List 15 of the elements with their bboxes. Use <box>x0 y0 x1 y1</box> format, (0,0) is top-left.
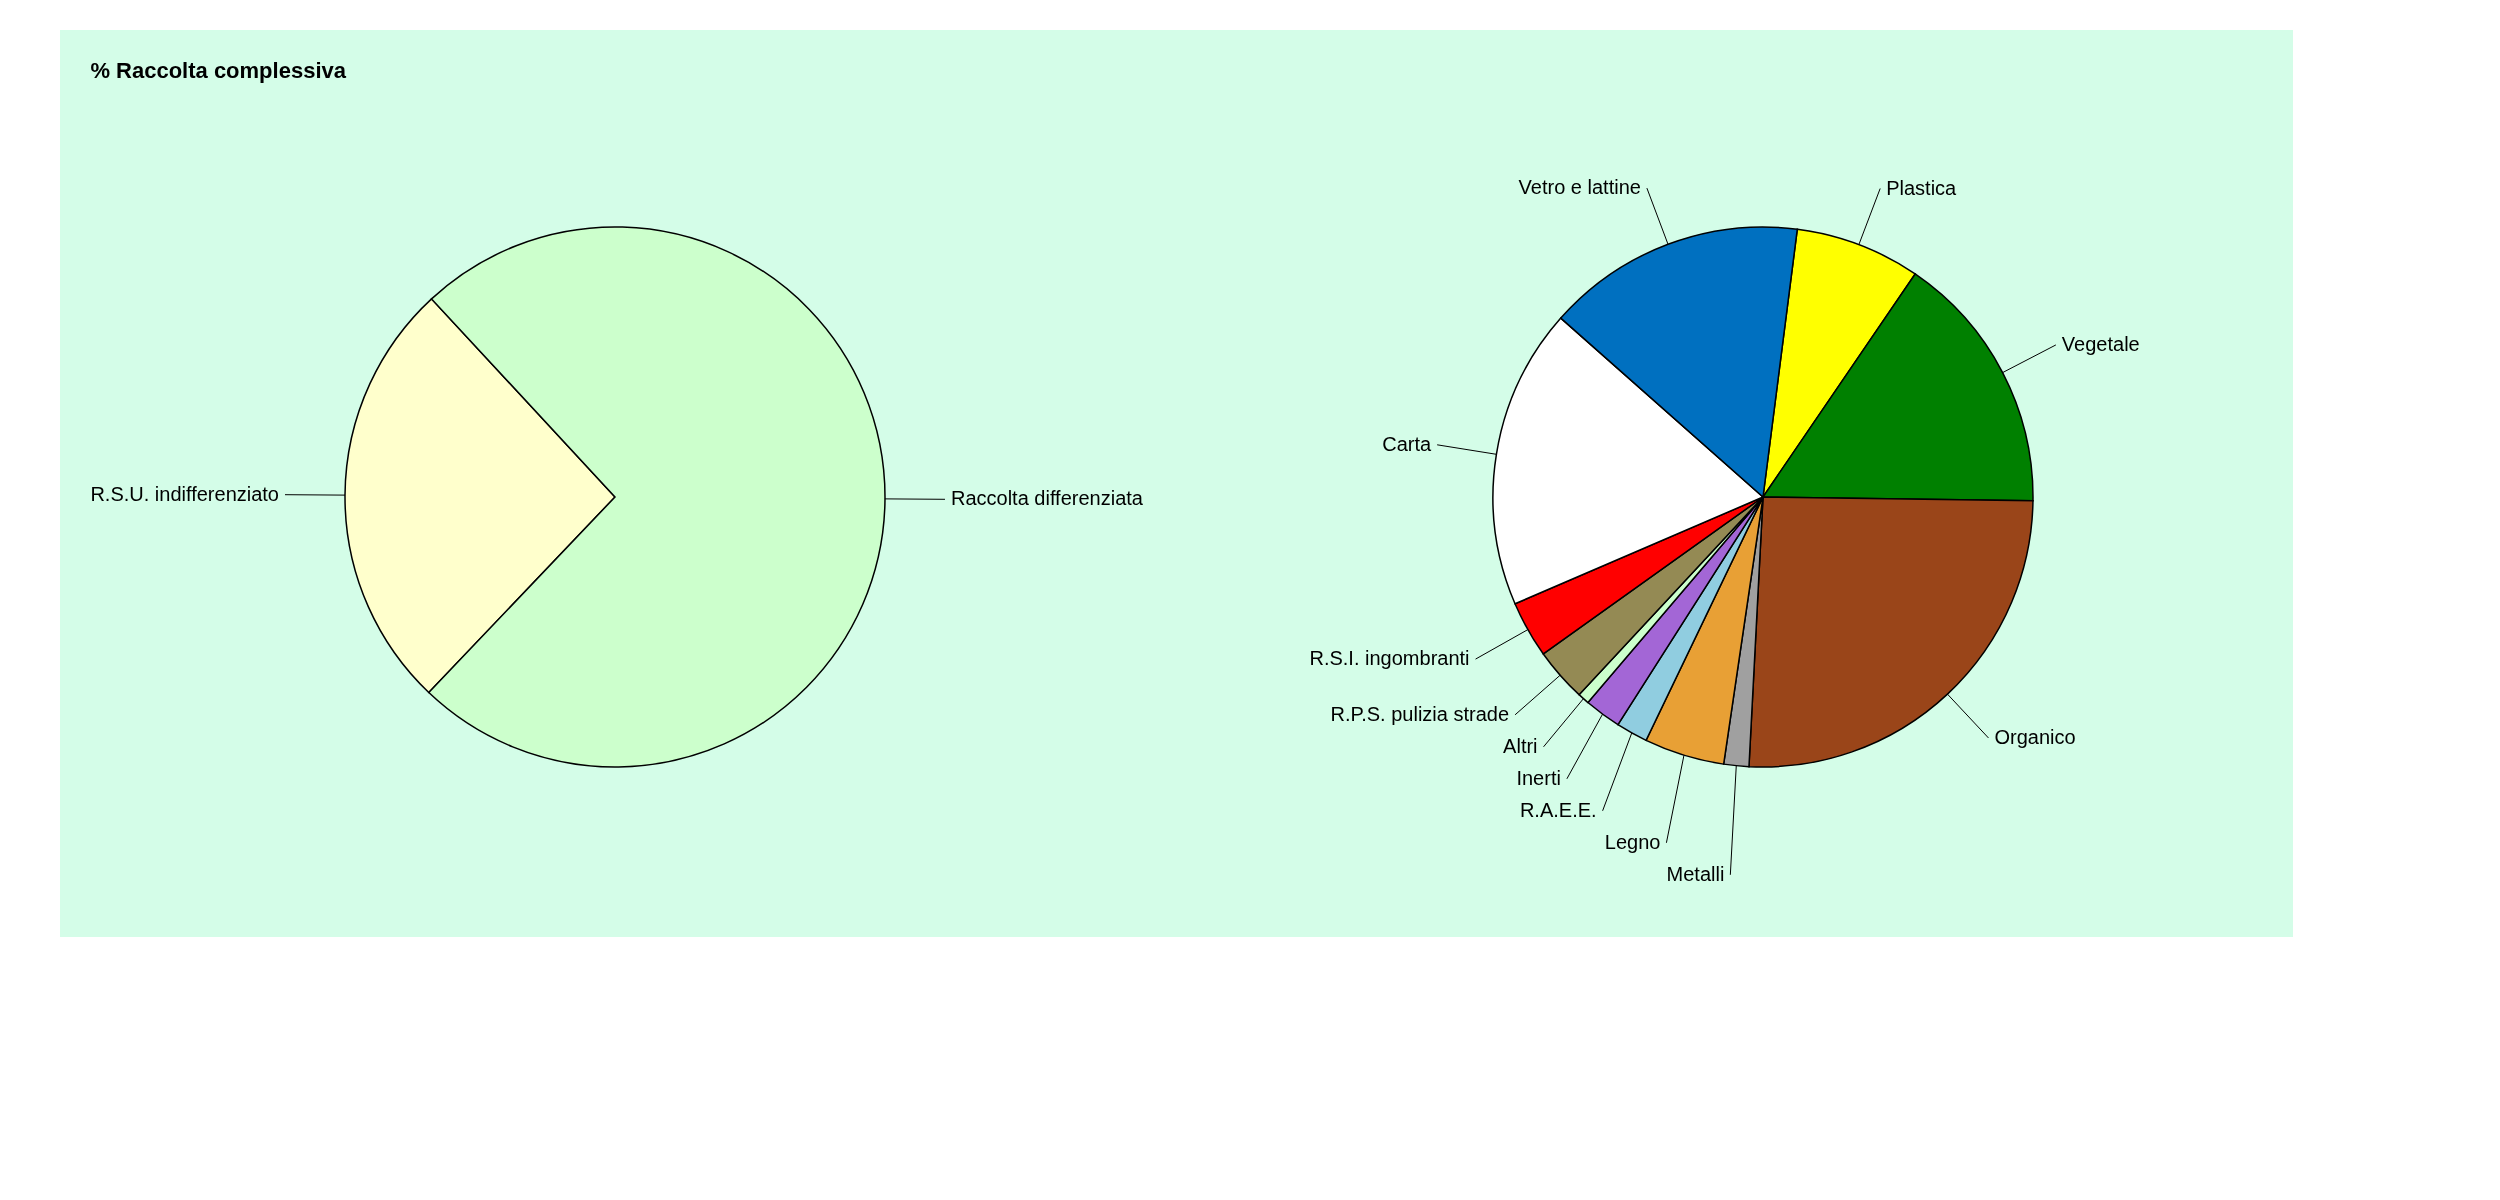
slice-label: Carta <box>1382 432 1433 455</box>
slice-label: R.P.S. pulizia strade <box>1330 702 1510 725</box>
chart-title: % Raccolta complessiva <box>90 58 347 83</box>
slice-label: Vegetale <box>2061 332 2140 355</box>
slice-label: Organico <box>1994 725 2076 748</box>
slice-label: Metalli <box>1666 862 1725 885</box>
slice-label: Vetro e lattine <box>1518 176 1641 199</box>
slice-label: Legno <box>1604 830 1661 853</box>
slice-label: R.S.I. ingombranti <box>1309 647 1470 670</box>
slice-label: R.S.U. indifferenziato <box>90 482 280 505</box>
slice-label: Plastica <box>1886 176 1958 199</box>
slice-label: Altri <box>1503 734 1538 757</box>
slice-label: Raccolta differenziata <box>950 487 1144 510</box>
slice-label: Inerti <box>1516 766 1561 789</box>
slice-label: R.A.E.E. <box>1519 798 1597 821</box>
